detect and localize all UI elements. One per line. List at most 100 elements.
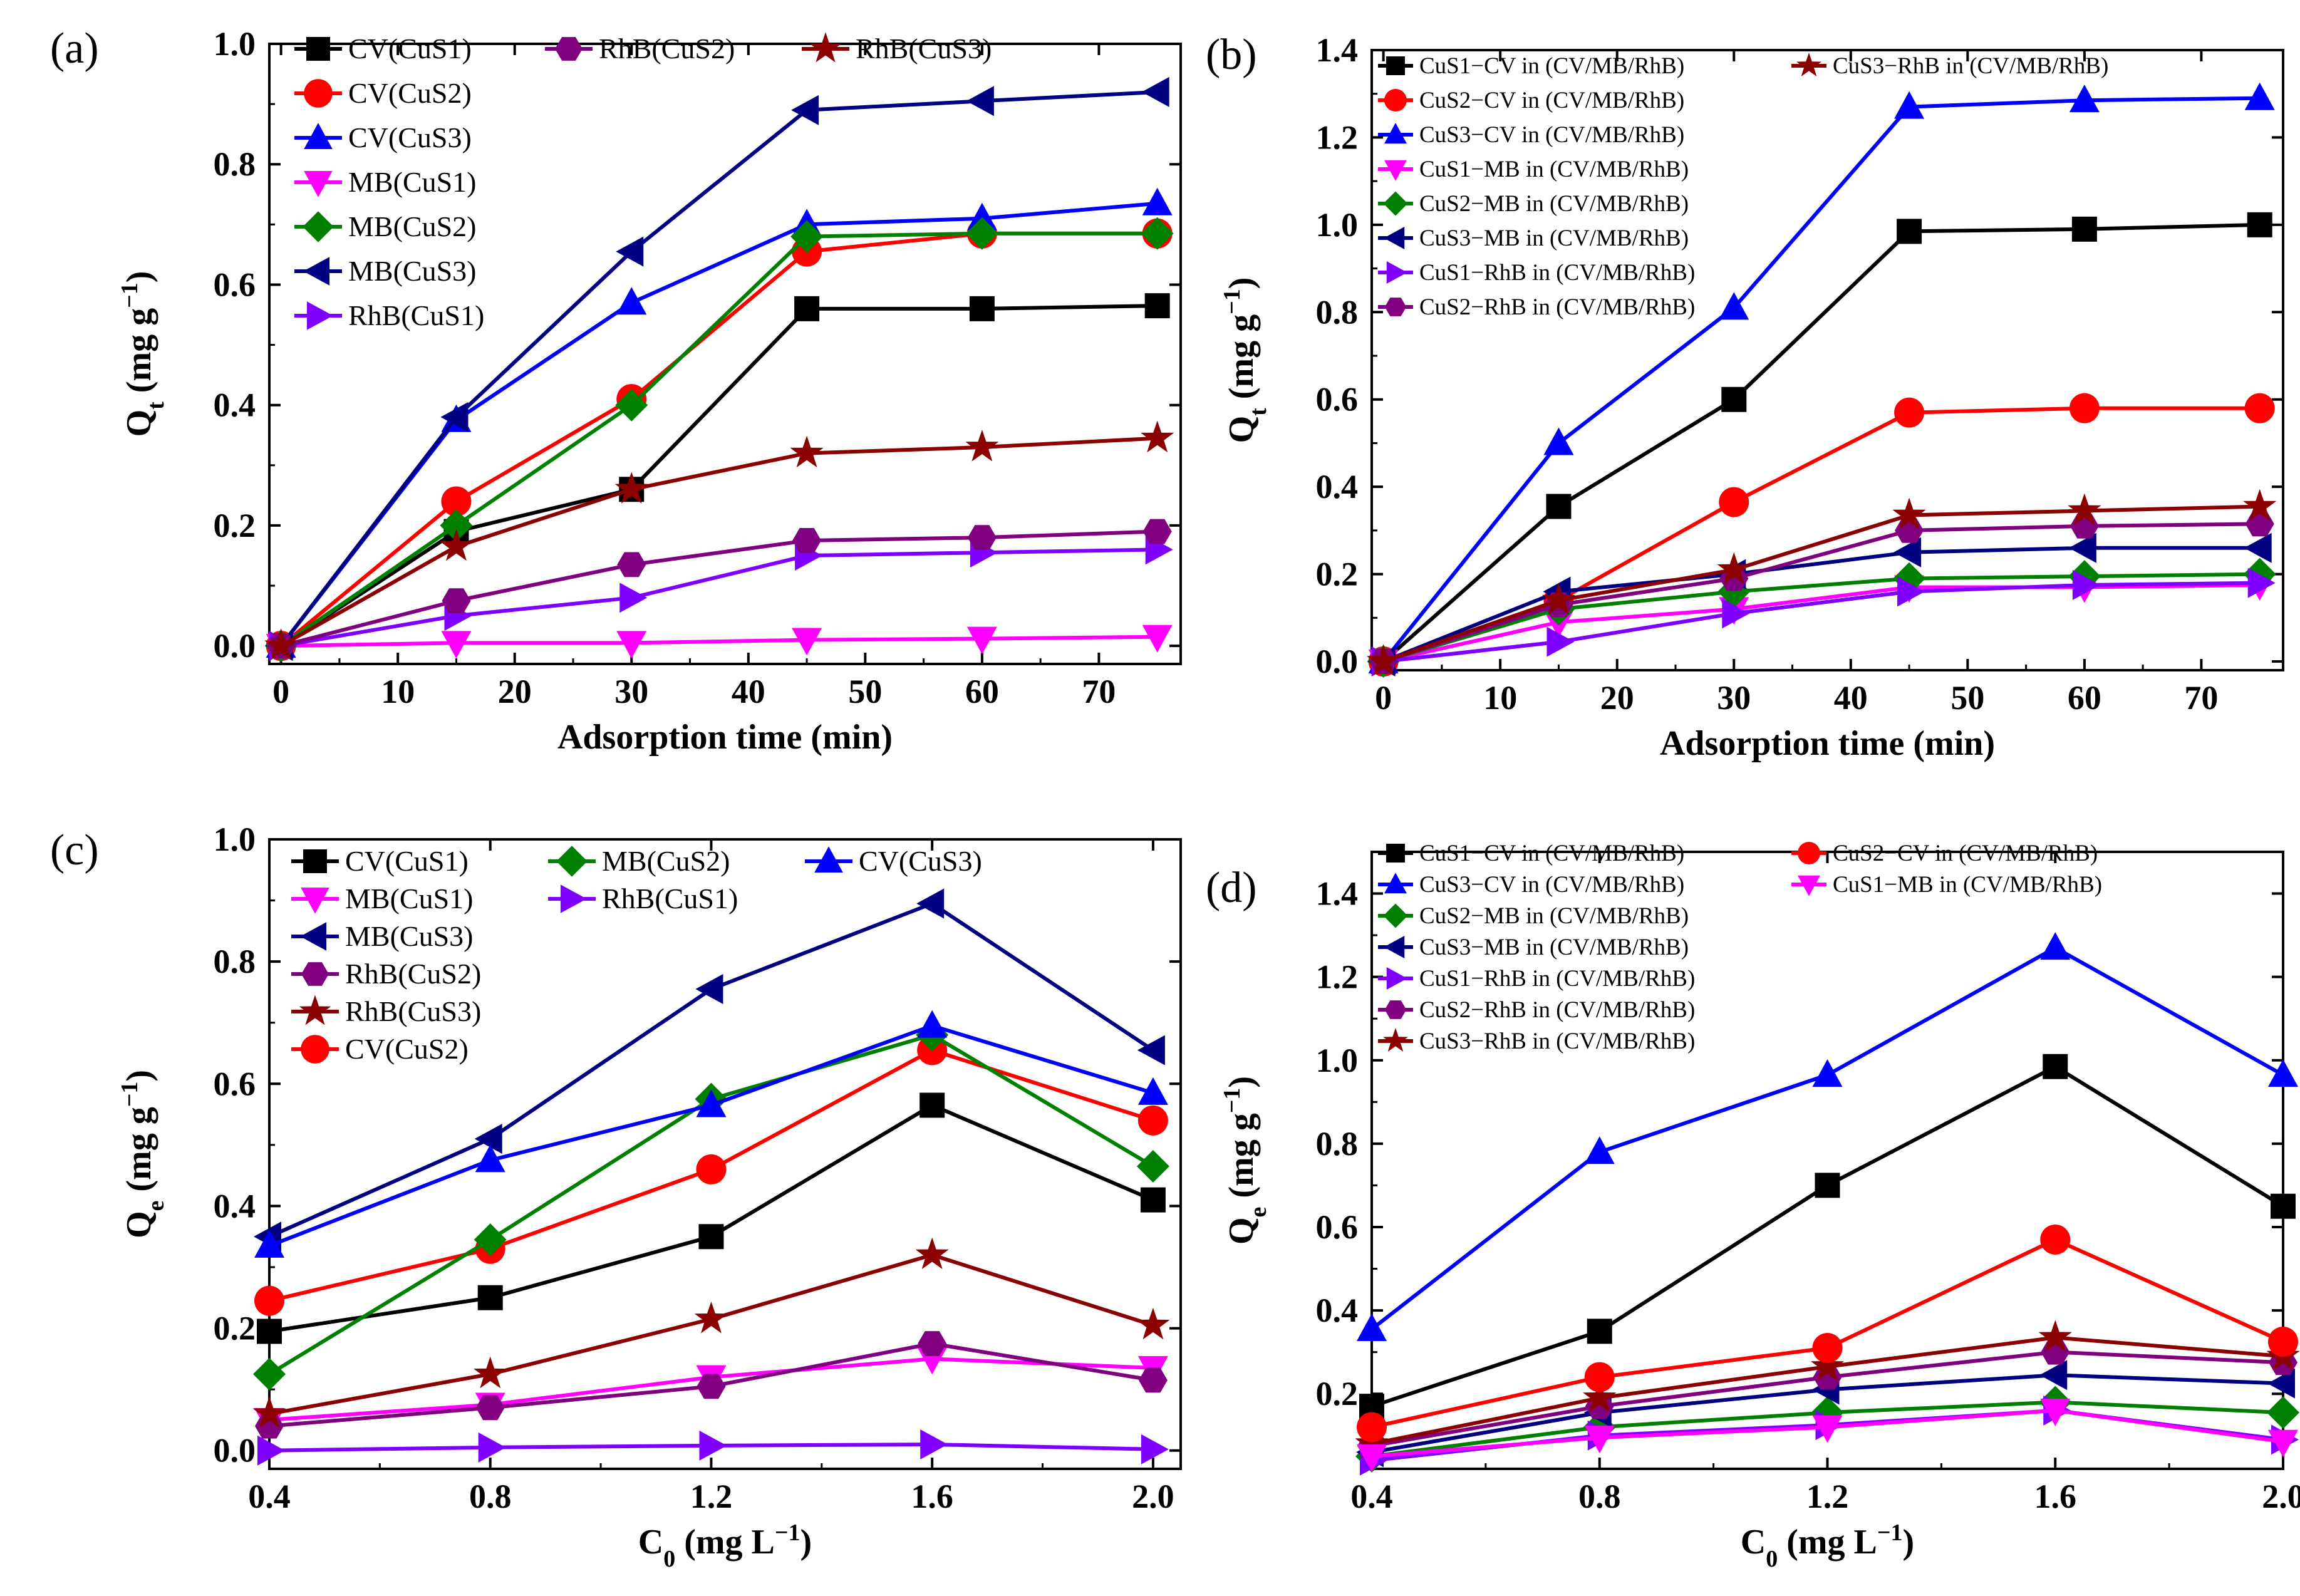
data-point [915,1237,949,1270]
legend-marker [304,170,333,197]
data-point [1137,1035,1165,1065]
data-point [966,202,997,231]
data-point [1892,497,1926,530]
panel-letter: (b) [1206,31,1257,79]
legend-label: RhB(CuS2) [345,958,481,990]
data-point [257,1435,285,1466]
series-RhB(CuS3) [252,1237,1170,1428]
data-point [965,430,999,462]
legend-marker [304,123,333,150]
legend-item: CuS2−MB in (CV/MB/RhB) [1378,191,1689,217]
data-point [616,631,647,659]
data-point [1367,644,1401,676]
y-tick-label: 1.0 [1316,206,1359,244]
data-point [1897,219,1922,244]
data-point [264,628,298,660]
series-line [1382,546,2260,663]
data-point [2243,489,2277,521]
x-tick-label: 0 [272,673,289,710]
data-point [790,220,824,253]
data-point [2271,1193,2296,1219]
x-tick-label: 10 [1483,679,1517,717]
data-point [791,95,819,125]
panel-c: (c) 0.4 0.8 1.2 1.6 2.0 0.0 0.2 0.4 0.6 0.8 1.0 C0 (… [50,821,1182,1572]
legend-marker [560,884,587,913]
data-point [2268,1327,2298,1357]
legend-marker [1383,903,1408,928]
data-point [2038,1320,2072,1352]
legend-marker [1384,1000,1407,1019]
data-point [2040,1398,2071,1426]
legend-item: CuS3−MB in (CV/MB/RhB) [1378,225,1689,251]
data-point [918,1331,947,1356]
legend-marker [306,37,330,61]
data-point [1136,1150,1169,1183]
legend-label: MB(CuS2) [348,210,476,242]
x-tick-label: 40 [732,673,765,710]
y-tick-label: 0.6 [214,266,256,303]
series-line [279,90,1158,648]
data-point [474,1223,507,1257]
legend-item: CV(CuS2) [291,1033,469,1065]
legend-item: CuS1−CV in (CV/MB/RhB) [1378,53,1684,79]
data-point [1357,1444,1387,1473]
legend-item: CuS1−MB in (CV/MB/RhB) [1791,872,2102,898]
data-point [614,472,648,504]
legend-label: CuS1−MB in (CV/MB/RhB) [1419,157,1689,182]
data-point [1144,293,1170,319]
legend-label: CuS3−CV in (CV/MB/RhB) [1419,122,1684,148]
data-point [1815,1173,1840,1198]
x-tick-label: 1.2 [690,1478,733,1515]
data-point [696,1089,727,1117]
data-point [2040,1224,2071,1255]
y-tick-label: 0.6 [214,1065,256,1102]
legend-marker [1796,53,1821,76]
legend-label: RhB(CuS3) [856,33,992,65]
data-point [477,1285,503,1310]
data-point [616,236,644,267]
legend-label: RhB(CuS1) [348,299,484,331]
data-point [969,296,995,321]
y-tick-label: 1.2 [1316,118,1359,156]
y-tick-label: 0.4 [214,386,256,424]
data-point [1719,487,1749,517]
data-point [253,1357,286,1391]
data-point [1810,1349,1845,1381]
x-tick-label: 60 [2068,679,2101,717]
series-CuS1−MB in (CV/MB/RhB) [1357,1398,2298,1473]
legend-item: RhB(CuS3) [802,32,992,65]
y-tick-label: 0.8 [214,943,256,980]
plot-frame [1370,49,2284,671]
data-point [254,1285,284,1316]
legend-marker [1383,191,1408,216]
series-MB(CuS3) [254,888,1165,1252]
data-point [257,1319,282,1344]
data-point [440,509,473,542]
y-tick-label: 0.2 [1316,556,1359,593]
data-point [1584,1426,1615,1454]
x-axis-title: Adsorption time (min) [557,718,893,757]
x-tick-label: 0.8 [469,1478,512,1515]
legend-marker [1383,1028,1408,1052]
data-point [2244,532,2272,563]
y-tick-label: 0.0 [214,627,256,665]
data-point [790,435,824,468]
data-point [475,1395,505,1421]
data-point [2267,1368,2295,1399]
legend-label: CV(CuS2) [348,77,472,109]
data-point [440,402,469,432]
y-tick-label: 0.8 [1316,1125,1359,1163]
legend-label: CV(CuS3) [348,122,472,153]
x-tick-label: 30 [1717,679,1751,717]
data-point [1584,1362,1615,1392]
legend-marker [301,962,329,986]
legend-item: CuS1−MB in (CV/MB/RhB) [1378,157,1689,182]
legend-marker [303,257,330,286]
legend-label: CuS2−RhB in (CV/MB/RhB) [1419,294,1695,320]
data-point [2069,85,2100,113]
data-point [697,1374,726,1399]
legend-label: MB(CuS3) [345,920,473,952]
legend-label: RhB(CuS2) [599,33,735,65]
legend-item: MB(CuS1) [294,166,476,198]
legend-label: CV(CuS3) [859,845,982,877]
